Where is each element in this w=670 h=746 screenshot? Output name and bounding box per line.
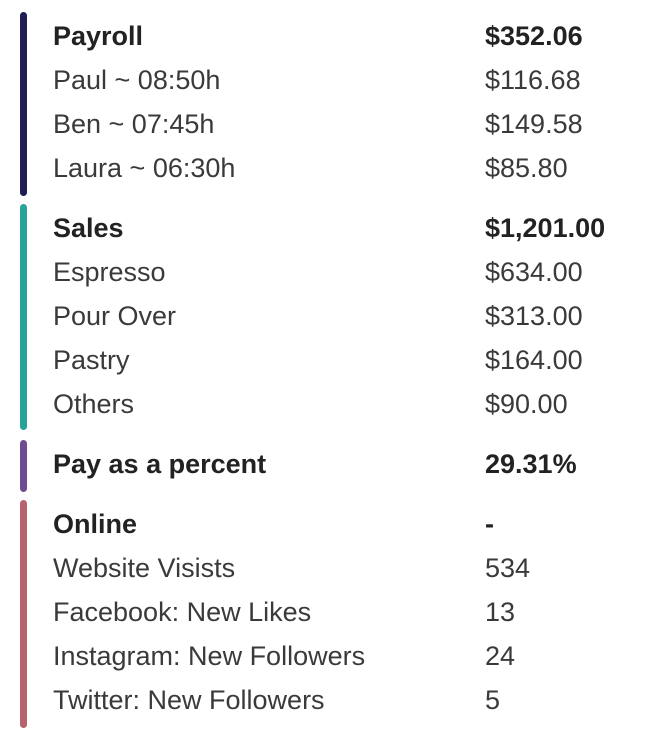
payroll-row-value: $116.68: [485, 65, 581, 95]
online-row-value: 24: [485, 641, 516, 671]
online-header-row: Online -: [53, 502, 653, 546]
sales-title: Sales: [53, 213, 124, 243]
online-row: Facebook: New Likes 13: [53, 590, 653, 634]
sales-row-value: $313.00: [485, 301, 583, 331]
online-row-label: Website Visists: [53, 553, 236, 583]
online-row-value: 5: [485, 685, 501, 715]
sales-row-value: $634.00: [485, 257, 583, 287]
sales-row: Espresso $634.00: [53, 250, 653, 294]
payroll-row-value: $85.80: [485, 153, 568, 183]
online-title: Online: [53, 509, 138, 539]
payroll-row-label: Ben ~ 07:45h: [53, 109, 215, 139]
sales-row: Pour Over $313.00: [53, 294, 653, 338]
payroll-total: $352.06: [485, 21, 583, 51]
sales-row-value: $90.00: [485, 389, 568, 419]
percent-color-bar: [20, 440, 27, 492]
payroll-row-value: $149.58: [485, 109, 583, 139]
sales-color-bar: [20, 204, 27, 430]
payroll-color-bar: [20, 12, 27, 196]
payroll-row: Paul ~ 08:50h $116.68: [53, 58, 653, 102]
sales-row-label: Pastry: [53, 345, 130, 375]
payroll-row-label: Laura ~ 06:30h: [53, 153, 236, 183]
online-row-label: Twitter: New Followers: [53, 685, 325, 715]
percent-title: Pay as a percent: [53, 449, 267, 479]
payroll-row: Ben ~ 07:45h $149.58: [53, 102, 653, 146]
payroll-row: Laura ~ 06:30h $85.80: [53, 146, 653, 190]
online-row: Website Visists 534: [53, 546, 653, 590]
online-color-bar: [20, 500, 27, 728]
payroll-header-row: Payroll $352.06: [53, 14, 653, 58]
online-row-value: 534: [485, 553, 531, 583]
percent-header-row: Pay as a percent 29.31%: [53, 442, 653, 486]
sales-row: Pastry $164.00: [53, 338, 653, 382]
payroll-title: Payroll: [53, 21, 144, 51]
payroll-row-label: Paul ~ 08:50h: [53, 65, 221, 95]
percent-value: 29.31%: [485, 449, 577, 479]
online-row-label: Instagram: New Followers: [53, 641, 366, 671]
sales-header-row: Sales $1,201.00: [53, 206, 653, 250]
online-row: Instagram: New Followers 24: [53, 634, 653, 678]
sales-row-label: Espresso: [53, 257, 166, 287]
online-row: Twitter: New Followers 5: [53, 678, 653, 722]
sales-row-label: Pour Over: [53, 301, 177, 331]
online-row-label: Facebook: New Likes: [53, 597, 312, 627]
sales-row: Others $90.00: [53, 382, 653, 426]
sales-row-label: Others: [53, 389, 135, 419]
online-total: -: [485, 509, 494, 539]
sales-total: $1,201.00: [485, 213, 606, 243]
sales-row-value: $164.00: [485, 345, 583, 375]
online-row-value: 13: [485, 597, 516, 627]
